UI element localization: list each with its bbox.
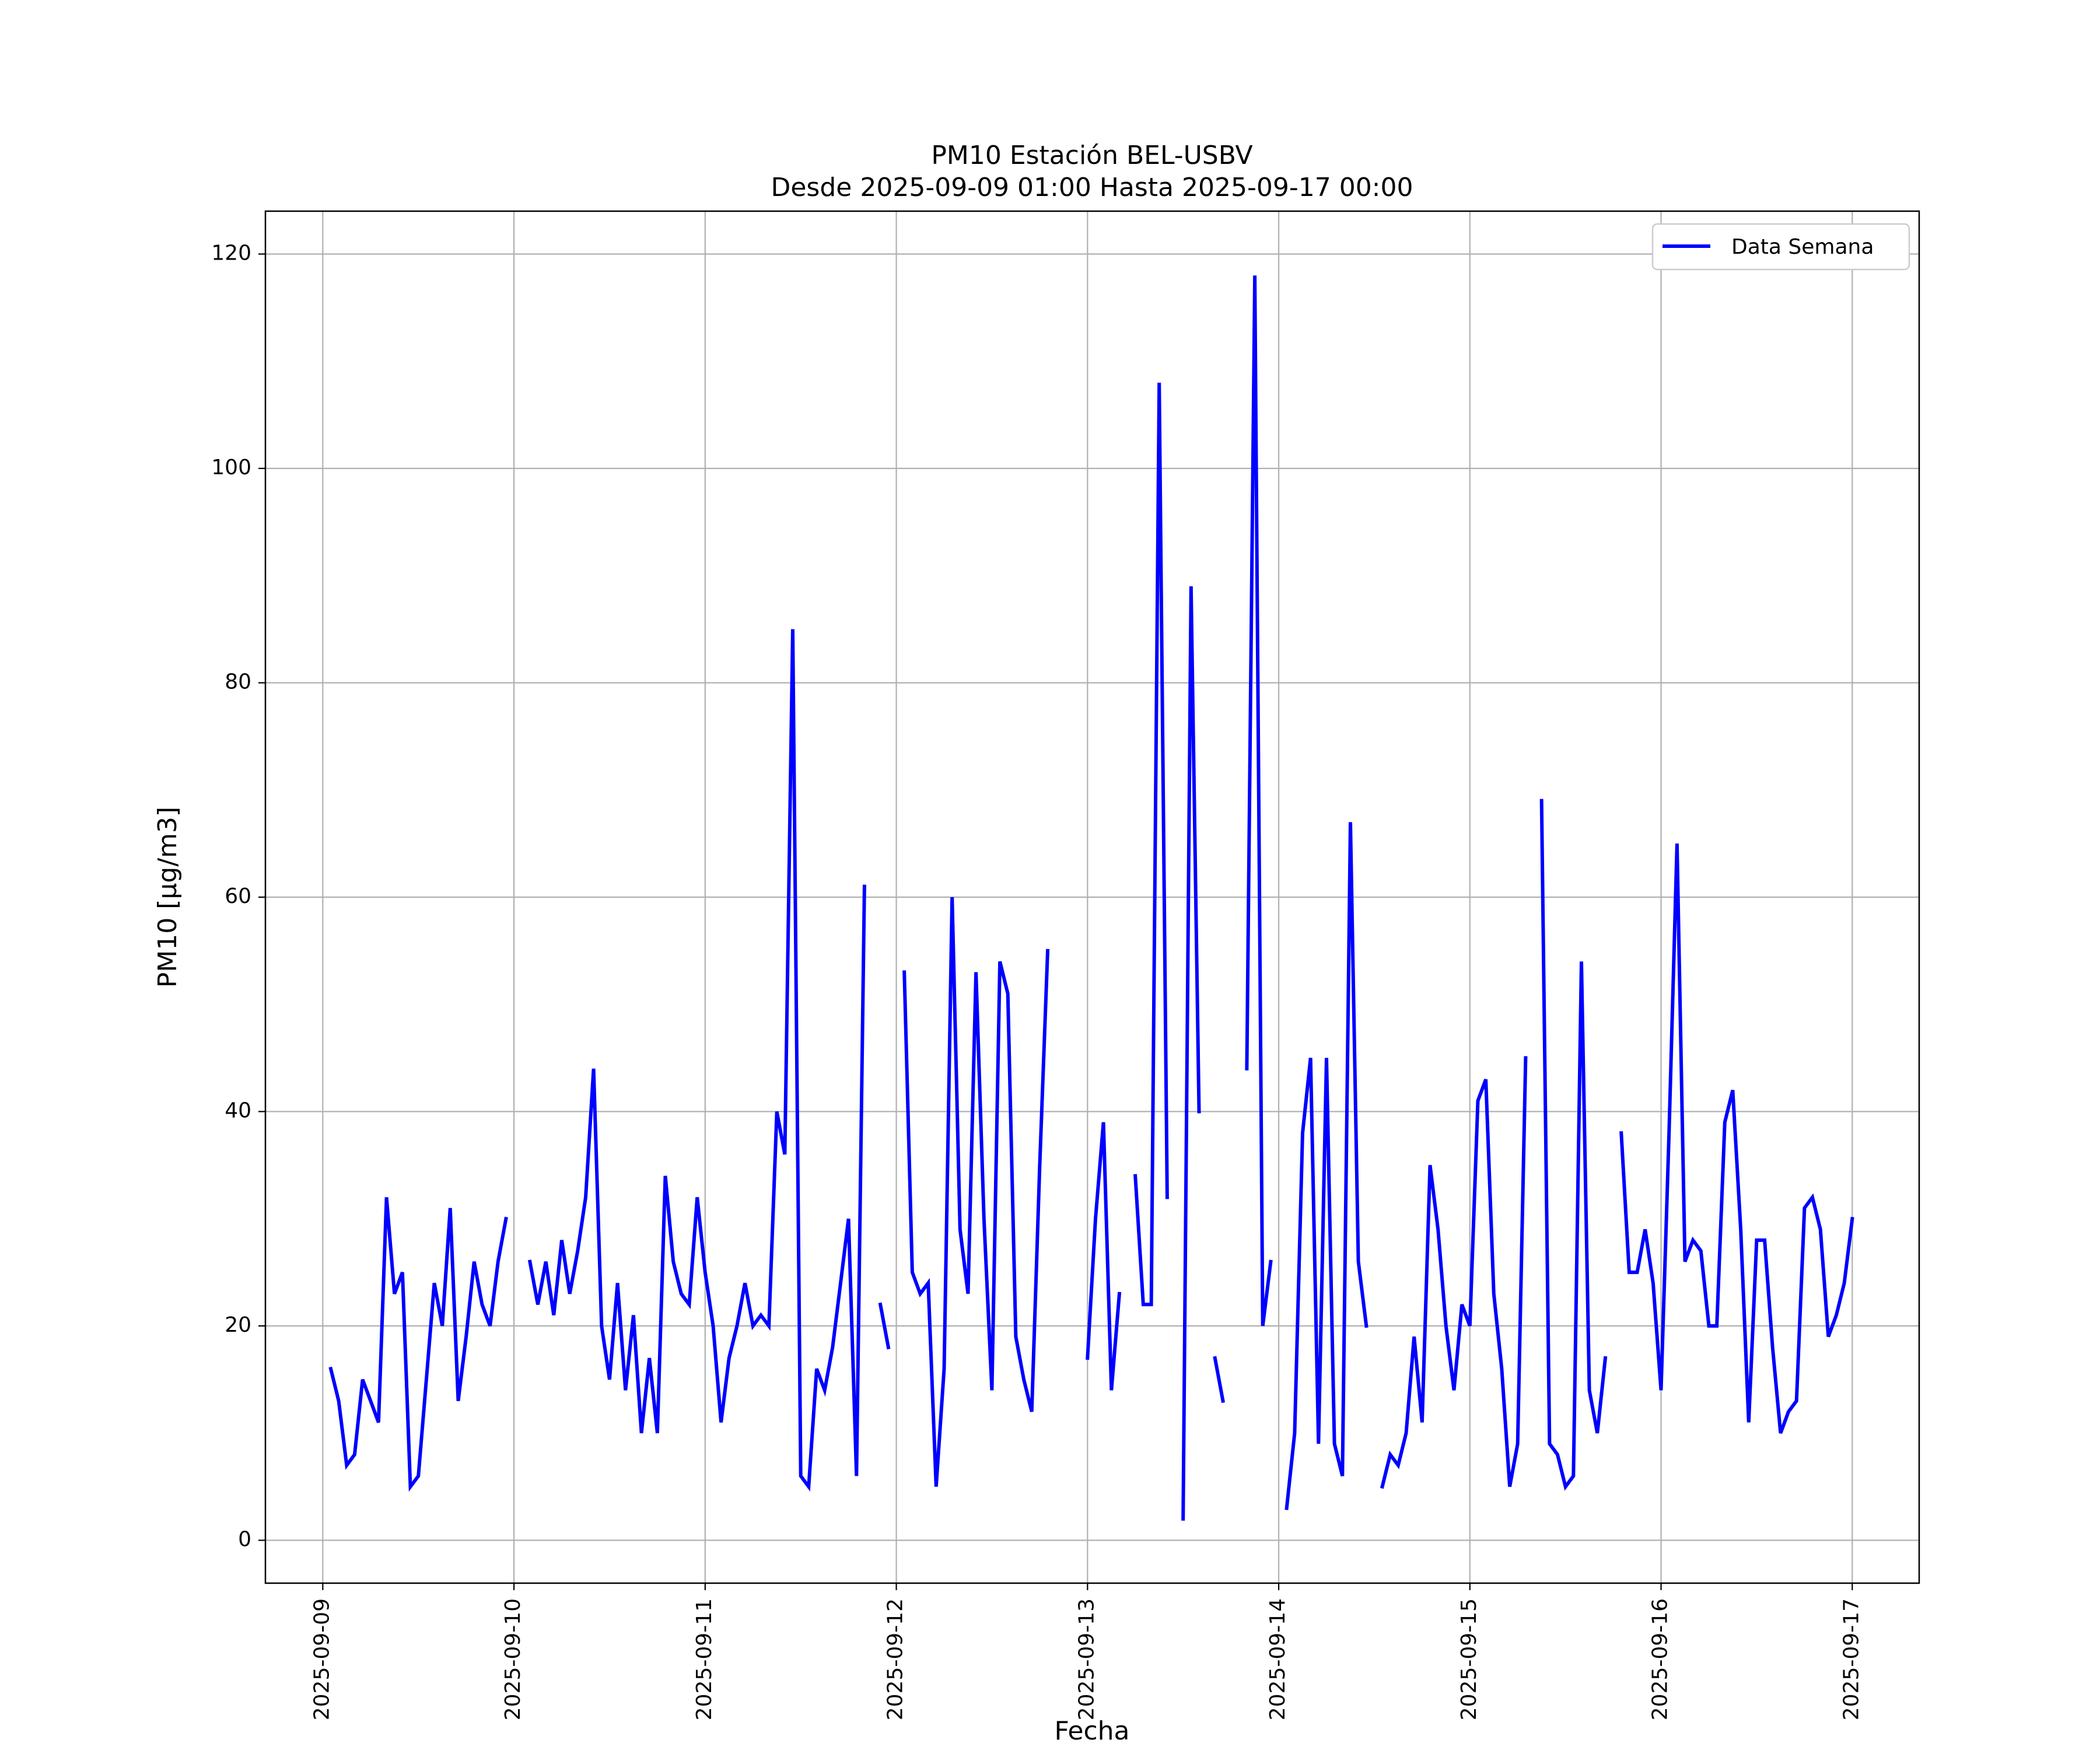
y-tick-label: 40 (225, 1099, 251, 1123)
chart-subtitle: Desde 2025-09-09 01:00 Hasta 2025-09-17 … (771, 173, 1413, 202)
x-tick-label: 2025-09-09 (310, 1598, 334, 1720)
legend-box (1651, 223, 1910, 271)
legend: Data Semana (1651, 223, 1910, 271)
y-axis-label: PM10 [μg/m3] (153, 807, 183, 988)
x-tick-label: 2025-09-10 (501, 1598, 525, 1720)
y-tick-label: 80 (225, 670, 251, 694)
grid (265, 211, 1919, 1583)
y-tick-label: 20 (225, 1313, 251, 1337)
y-axis: 0 20 40 60 80 100 120 (211, 242, 265, 1552)
series-segment (1284, 822, 1368, 1510)
y-tick-label: 60 (225, 884, 251, 908)
series-segment (1086, 1122, 1122, 1391)
series-segment (1213, 1356, 1225, 1404)
series-segment (328, 1197, 508, 1492)
series-segment (878, 1302, 891, 1350)
y-tick-label: 0 (238, 1528, 251, 1552)
legend-label-data-semana: Data Semana (1731, 235, 1874, 259)
series-line (328, 275, 1854, 1521)
x-tick-label: 2025-09-12 (884, 1598, 908, 1720)
x-axis-label: Fecha (1054, 1716, 1129, 1746)
x-axis: 2025-09-09 2025-09-10 2025-09-11 2025-09-12… (310, 1583, 1863, 1720)
x-tick-label: 2025-09-13 (1074, 1598, 1098, 1720)
series-segment (902, 897, 1050, 1487)
x-tick-label: 2025-09-14 (1266, 1598, 1290, 1720)
series-segment (1619, 844, 1854, 1434)
series-segment (1181, 586, 1201, 1521)
y-tick-label: 100 (211, 456, 251, 480)
series-segment (1380, 1056, 1528, 1489)
series-segment (1245, 275, 1273, 1326)
x-tick-label: 2025-09-17 (1839, 1598, 1863, 1720)
series-segment (1133, 382, 1169, 1307)
x-tick-label: 2025-09-15 (1457, 1598, 1481, 1720)
x-tick-label: 2025-09-16 (1648, 1598, 1672, 1720)
x-tick-label: 2025-09-11 (692, 1598, 716, 1720)
y-tick-label: 120 (211, 242, 251, 265)
series-segment (1539, 799, 1608, 1491)
series-segment (527, 629, 866, 1492)
chart-title: PM10 Estación BEL-USBV (931, 141, 1252, 170)
